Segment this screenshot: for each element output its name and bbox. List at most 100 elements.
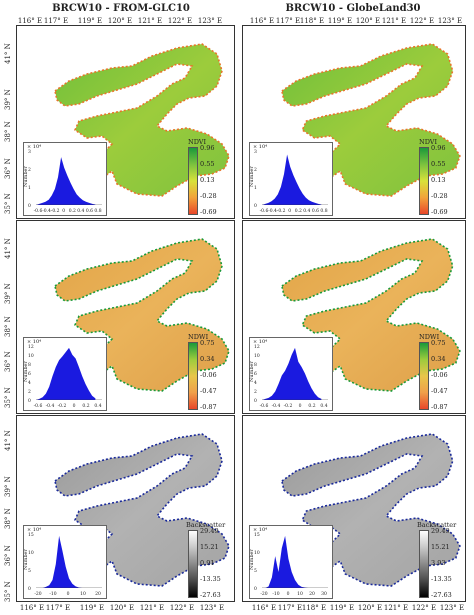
histogram-plot	[262, 535, 328, 588]
colorbar-title: NDWI	[188, 333, 209, 341]
histogram-ytick: 6	[28, 372, 31, 377]
histogram-xtick: 20	[95, 592, 101, 597]
top-lon-label: 120° E	[107, 17, 133, 25]
histogram-xtick: 0.2	[82, 404, 90, 409]
colorbar-label: -27.63	[431, 591, 452, 599]
lat-label: 36° N	[4, 351, 12, 372]
bottom-lon-label: 121° E	[383, 604, 409, 612]
colorbar-label: -0.47	[200, 387, 217, 395]
colorbar-label: -0.87	[200, 403, 217, 411]
histogram-xtick: 0	[72, 404, 76, 409]
histogram-xtick: 0.4	[77, 209, 85, 214]
histogram-ytick: 0	[254, 587, 257, 592]
histogram-ytick: 10	[254, 354, 260, 359]
histogram-exponent: × 10⁴	[253, 144, 268, 150]
histogram-exponent: × 10⁴	[27, 339, 42, 345]
histogram-exponent: × 10⁴	[253, 339, 268, 345]
histogram-ytick: 4	[254, 381, 257, 386]
histogram-area	[36, 157, 96, 205]
top-lon-label: 123° E	[437, 17, 463, 25]
lat-label: 38° N	[4, 316, 12, 337]
histogram-ytick: 0	[28, 204, 31, 209]
top-lon-label: 122° E	[167, 17, 193, 25]
histogram-inset: × 10⁴ Number 3 2 1 0 -0.6 -0.4 -0.2 0 0.2 0.4 0.6 0.8	[23, 142, 107, 216]
histogram-exponent: × 10⁴	[253, 527, 268, 533]
colorbar: NDWI 0.75 0.34 -0.06 -0.47 -0.87	[419, 333, 463, 411]
colorbar-label: 15.21	[200, 543, 219, 551]
histogram-xtick: -0.4	[271, 404, 281, 409]
left-column-title: BRCW10 - FROM-GLC10	[52, 3, 190, 14]
colorbar: NDVI 0.96 0.55 0.13 -0.28 -0.69	[419, 138, 463, 216]
histogram-plot	[36, 157, 102, 205]
colorbar-label: -13.35	[200, 575, 221, 583]
histogram-xtick: 0.4	[320, 404, 328, 409]
histogram-ytick: 10	[28, 354, 34, 359]
histogram-xtick: -0.2	[57, 404, 67, 409]
histogram-area	[36, 535, 96, 588]
colorbar-label: 0.91	[200, 559, 215, 567]
histogram-xtick: 0.8	[320, 209, 328, 214]
histogram-xtick: 20	[309, 592, 315, 597]
lat-label: 36° N	[4, 158, 12, 179]
histogram-xtick: -0.4	[45, 404, 55, 409]
coastline	[54, 433, 230, 587]
histogram-plot	[262, 347, 328, 400]
coastline	[281, 433, 461, 587]
colorbar-label: 0.55	[431, 160, 446, 168]
colorbar-gradient	[419, 147, 429, 215]
histogram-ytick: 8	[28, 363, 31, 368]
lat-label: 35° N	[4, 193, 12, 214]
histogram-xtick: 0	[66, 592, 70, 597]
histogram-plot	[36, 347, 102, 400]
colorbar-label: -13.35	[431, 575, 452, 583]
map-panel-bs-right: × 10⁴ Number 15 10 5 0 -20 -10 0 10 20 30 Backscatte…	[242, 415, 466, 602]
lat-label: 35° N	[4, 581, 12, 602]
histogram-xtick: -20	[260, 592, 268, 597]
top-lon-label: 116° E	[17, 17, 43, 25]
histogram-xtick: 0.4	[94, 404, 102, 409]
top-lon-label: 116° E	[249, 17, 275, 25]
map-panel-ndvi-right: × 10⁴ Number 3 2 1 0 -0.6 -0.4 -0.2 0 0.2 0.4 0.6 0.8…	[242, 25, 466, 219]
histogram-ytick: 5	[28, 569, 31, 574]
colorbar-gradient	[419, 530, 429, 598]
colorbar-label: -0.28	[431, 192, 448, 200]
map-panel-ndvi-left: × 10⁴ Number 3 2 1 0 -0.6 -0.4 -0.2 0 0.2 0.4 0.6 0.8…	[16, 25, 235, 219]
histogram-exponent: × 10⁴	[27, 144, 42, 150]
histogram-inset: × 10⁴ Number 12 10 8 6 4 2 0 -0.6 -0.4 -0.2 0 0.2 0.4	[23, 337, 107, 411]
lat-label: 39° N	[4, 476, 12, 497]
top-lon-label: 119° E	[77, 17, 103, 25]
colorbar-gradient	[188, 342, 198, 410]
top-lon-label: 119° E	[327, 17, 353, 25]
colorbar-label: -0.69	[200, 208, 217, 216]
histogram-ytick: 5	[254, 569, 257, 574]
histogram-ytick: 3	[254, 150, 257, 155]
lat-label: 41° N	[4, 43, 12, 64]
colorbar-label: 0.34	[200, 355, 215, 363]
bottom-lon-label: 122° E	[411, 604, 437, 612]
histogram-inset: × 10⁴ Number 3 2 1 0 -0.6 -0.4 -0.2 0 0.2 0.4 0.6 0.8	[249, 142, 333, 216]
colorbar-gradient	[188, 147, 198, 215]
histogram-xtick: 0.2	[294, 209, 302, 214]
histogram-xtick: -0.2	[50, 209, 60, 214]
histogram-xtick: 0.6	[85, 209, 94, 214]
histogram-xtick: 10	[297, 592, 303, 597]
colorbar-label: -27.63	[200, 591, 221, 599]
colorbar-gradient	[419, 342, 429, 410]
coastline	[281, 238, 461, 392]
bottom-lon-label: 120° E	[109, 604, 135, 612]
histogram-xtick: 0	[286, 592, 290, 597]
lat-label: 36° N	[4, 545, 12, 566]
colorbar-title: Backscatter	[417, 521, 457, 529]
colorbar-label: 29.49	[200, 527, 219, 535]
colorbar-label: 3.93	[431, 559, 446, 567]
histogram-ytick: 10	[254, 551, 260, 556]
histogram-area	[262, 154, 322, 205]
histogram-xtick: -0.2	[276, 209, 286, 214]
lat-label: 38° N	[4, 121, 12, 142]
colorbar-label: -0.06	[200, 371, 217, 379]
histogram-xtick: 0.8	[94, 209, 102, 214]
histogram-ytick: 0	[28, 587, 31, 592]
coastline	[54, 238, 230, 392]
histogram-ytick: 12	[254, 345, 260, 350]
top-lon-label: 121° E	[381, 17, 407, 25]
